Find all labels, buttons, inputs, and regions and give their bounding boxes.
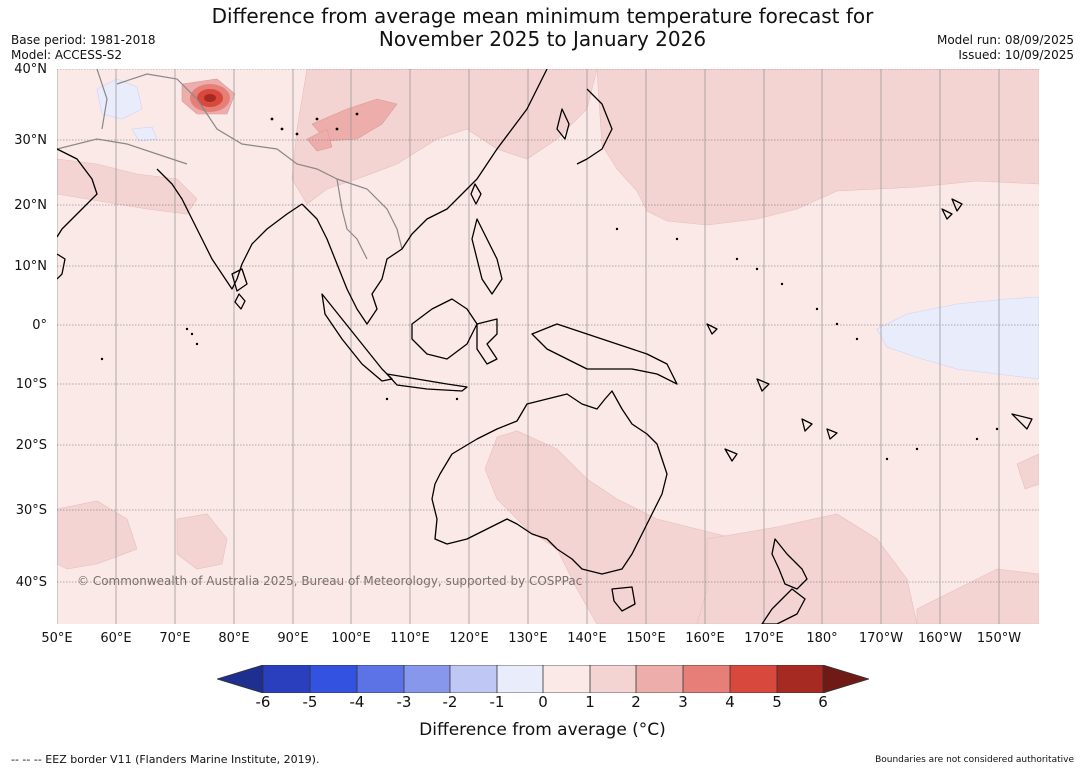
issued-date: Issued: 10/09/2025 <box>958 48 1074 62</box>
lon-label-160w: 160°W <box>917 631 963 646</box>
lon-label-110e: 110°E <box>390 631 430 646</box>
title-line-1: Difference from average mean minimum tem… <box>211 4 874 28</box>
colorbar-bin-neg1-0 <box>497 665 543 693</box>
lon-label-100e: 100°E <box>331 631 371 646</box>
title-line-2: November 2025 to January 2026 <box>378 27 707 51</box>
colorbar-bin-neg4-neg3 <box>357 665 404 693</box>
model-run: Model run: 08/09/2025 <box>936 33 1074 47</box>
colorbar-bin-3-4 <box>683 665 730 693</box>
colorbar-bin-neg2-neg1 <box>450 665 497 693</box>
lat-label-20s: 20°S <box>15 438 47 453</box>
colorbar-tick: -5 <box>302 693 318 711</box>
small-islands <box>100 112 999 461</box>
country-borders <box>57 69 403 260</box>
lon-label-60e: 60°E <box>100 631 132 646</box>
anomaly-shading-neg <box>96 78 1039 380</box>
colorbar-tick: -6 <box>255 693 271 711</box>
colorbar-bin-0-1 <box>543 665 590 693</box>
colorbar-tick: 5 <box>772 693 782 711</box>
colorbar-tick: 1 <box>585 693 595 711</box>
coastlines <box>57 69 1033 624</box>
colorbar-arrow-high <box>823 665 869 693</box>
base-period: Base period: 1981-2018 <box>11 33 156 47</box>
anomaly-shading-1-2 <box>57 69 1039 624</box>
colorbar-tick: -3 <box>396 693 412 711</box>
colorbar-bin-2-3 <box>636 665 683 693</box>
lon-label-150e: 150°E <box>626 631 666 646</box>
colorbar-label: Difference from average (°C) <box>419 720 666 740</box>
hotspot-himalaya <box>190 84 230 112</box>
lat-label-30s: 30°S <box>15 503 47 518</box>
graticule <box>57 69 1039 624</box>
colorbar-tick: -4 <box>349 693 365 711</box>
colorbar-tick: 3 <box>678 693 688 711</box>
colorbar-tick: 6 <box>818 693 828 711</box>
lat-label-10n: 10°N <box>14 259 47 274</box>
lon-label-130e: 130°E <box>508 631 548 646</box>
colorbar-bin-neg5-neg4 <box>310 665 357 693</box>
copyright-notice: © Commonwealth of Australia 2025, Bureau… <box>77 574 583 588</box>
lon-label-80e: 80°E <box>218 631 250 646</box>
lat-label-30n: 30°N <box>14 133 47 148</box>
colorbar <box>217 665 869 693</box>
lon-label-160e: 160°E <box>685 631 725 646</box>
lon-label-50e: 50°E <box>41 631 73 646</box>
colorbar-tick: 4 <box>725 693 735 711</box>
meta-left: Base period: 1981-2018 Model: ACCESS-S2 <box>11 33 156 63</box>
lon-label-170w: 170°W <box>858 631 904 646</box>
lat-label-eq: 0° <box>32 318 47 333</box>
colorbar-bin-1-2 <box>590 665 636 693</box>
colorbar-bin-5-6 <box>777 665 823 693</box>
colorbar-tick: -2 <box>442 693 458 711</box>
colorbar-arrow-low <box>217 665 263 693</box>
colorbar-tick: -1 <box>489 693 505 711</box>
lon-label-120e: 120°E <box>449 631 489 646</box>
eez-legend-note: -- -- -- EEZ border V11 (Flanders Marine… <box>11 753 320 766</box>
lon-label-150w: 150°W <box>976 631 1022 646</box>
lon-label-70e: 70°E <box>159 631 191 646</box>
lat-label-40n: 40°N <box>14 62 47 77</box>
meta-right: Model run: 08/09/2025 Issued: 10/09/2025 <box>937 33 1074 63</box>
lon-label-90e: 90°E <box>277 631 309 646</box>
lon-label-180: 180° <box>806 631 838 646</box>
anomaly-map <box>57 69 1039 624</box>
colorbar-tick: 2 <box>631 693 641 711</box>
colorbar-bin-neg3-neg2 <box>404 665 450 693</box>
boundary-disclaimer: Boundaries are not considered authoritat… <box>875 755 1074 765</box>
colorbar-tick: 0 <box>538 693 548 711</box>
model-name: Model: ACCESS-S2 <box>11 48 123 62</box>
map-title: Difference from average mean minimum tem… <box>0 5 1085 51</box>
lon-label-140e: 140°E <box>567 631 607 646</box>
lat-label-40s: 40°S <box>15 575 47 590</box>
lon-label-170e: 170°E <box>744 631 784 646</box>
colorbar-bin-neg6-neg5 <box>263 665 310 693</box>
colorbar-bin-4-5 <box>730 665 777 693</box>
lat-label-20n: 20°N <box>14 198 47 213</box>
lat-label-10s: 10°S <box>15 377 47 392</box>
